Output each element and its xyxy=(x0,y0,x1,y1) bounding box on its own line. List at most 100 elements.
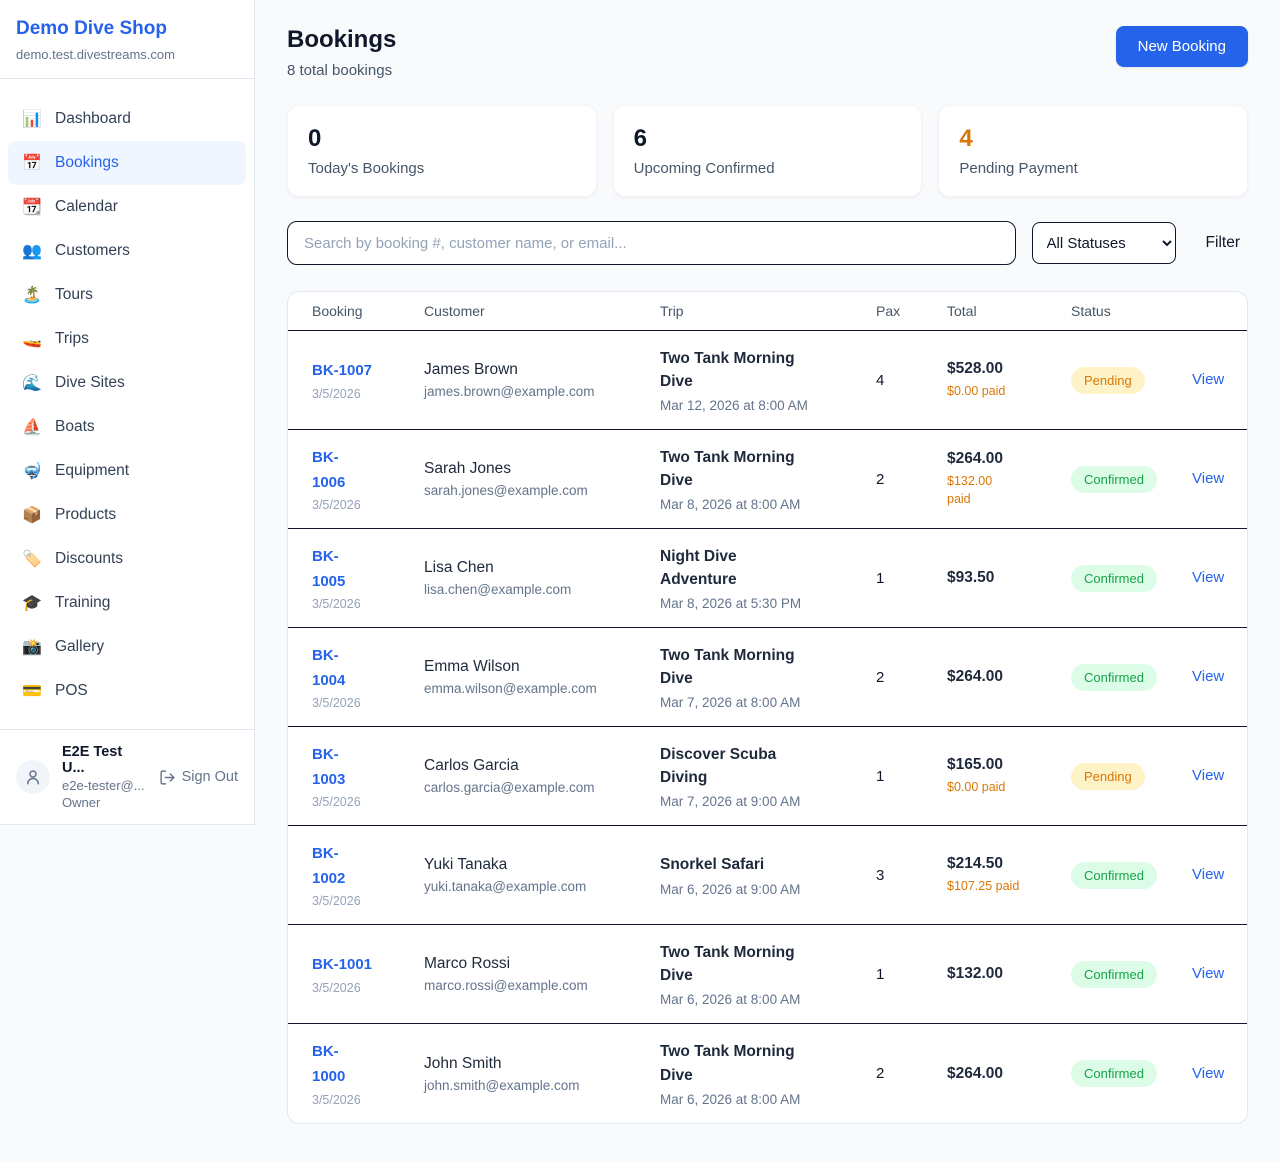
page-header: Bookings 8 total bookings New Booking xyxy=(287,26,1248,79)
trip-datetime: Mar 7, 2026 at 8:00 AM xyxy=(660,695,801,711)
column-header-status: Status xyxy=(1071,303,1111,319)
products-icon: 📦 xyxy=(22,507,42,524)
status-badge: Confirmed xyxy=(1071,960,1157,988)
booking-id-link[interactable]: BK-1005 xyxy=(312,547,346,590)
view-link[interactable]: View xyxy=(1192,1064,1225,1082)
sidebar-item-bookings[interactable]: 📅 Bookings xyxy=(8,141,246,185)
sidebar-item-label: Trips xyxy=(55,330,89,347)
sidebar-header: Demo Dive Shop demo.test.divestreams.com xyxy=(0,0,254,79)
booking-id-link[interactable]: BK-1001 xyxy=(312,956,373,974)
paid-amount: $0.00 paid xyxy=(947,779,1006,794)
customer-name: James Brown xyxy=(424,361,518,378)
table-row: BK-1003 3/5/2026 Carlos Garcia carlos.ga… xyxy=(288,727,1247,826)
sidebar-nav: 📊 Dashboard 📅 Bookings 📆 Calendar 👥 Cust… xyxy=(0,79,254,723)
booking-id-link[interactable]: BK-1000 xyxy=(312,1043,346,1085)
view-link[interactable]: View xyxy=(1192,470,1225,487)
filter-controls: All Statuses Filter xyxy=(287,221,1248,265)
sidebar-item-gallery[interactable]: 📸 Gallery xyxy=(8,625,246,669)
status-select[interactable]: All Statuses xyxy=(1031,222,1176,264)
sidebar-item-calendar[interactable]: 📆 Calendar xyxy=(8,185,246,229)
sidebar: Demo Dive Shop demo.test.divestreams.com… xyxy=(0,0,255,825)
trip-name: Discover Scuba Diving xyxy=(660,745,777,786)
search-input[interactable] xyxy=(287,221,1016,265)
customer-email: carlos.garcia@example.com xyxy=(424,780,595,795)
paid-amount: $0.00 paid xyxy=(947,383,1006,398)
trip-name: Two Tank Morning Dive xyxy=(660,349,795,390)
column-header-pax: Pax xyxy=(876,303,901,319)
discounts-icon: 🏷️ xyxy=(22,551,42,568)
sidebar-item-label: Bookings xyxy=(55,154,119,171)
table-row: BK-1001 3/5/2026 Marco Rossi marco.rossi… xyxy=(288,925,1247,1024)
booking-id-link[interactable]: BK-1004 xyxy=(312,646,346,689)
page-title: Bookings xyxy=(287,26,397,53)
stat-value: 0 xyxy=(308,125,322,152)
sign-out-label: Sign Out xyxy=(181,769,238,785)
trip-datetime: Mar 8, 2026 at 8:00 AM xyxy=(660,497,801,513)
main-content: Bookings 8 total bookings New Booking 0 … xyxy=(255,0,1280,1150)
view-link[interactable]: View xyxy=(1192,569,1225,586)
gallery-icon: 📸 xyxy=(22,639,42,656)
sidebar-item-label: POS xyxy=(55,682,88,699)
stat-card: 6 Upcoming Confirmed xyxy=(612,105,923,197)
view-link[interactable]: View xyxy=(1192,866,1225,883)
dive-sites-icon: 🌊 xyxy=(22,375,42,392)
view-link[interactable]: View xyxy=(1192,965,1225,982)
paid-amount: $107.25 paid xyxy=(947,878,1020,893)
calendar-icon: 📆 xyxy=(22,199,42,216)
trip-name: Two Tank Morning Dive xyxy=(660,646,795,687)
sidebar-item-pos[interactable]: 💳 POS xyxy=(8,669,246,713)
total-amount: $214.50 xyxy=(947,854,1004,872)
user-section: E2E Test U... e2e-tester@... Owner Sign … xyxy=(0,729,254,824)
sign-out-button[interactable]: Sign Out xyxy=(159,769,238,786)
sidebar-item-trips[interactable]: 🚤 Trips xyxy=(8,317,246,361)
sidebar-item-label: Discounts xyxy=(55,550,124,567)
pax-count: 3 xyxy=(876,866,885,884)
booking-id-link[interactable]: BK-1002 xyxy=(312,844,346,887)
stats-row: 0 Today's Bookings 6 Upcoming Confirmed … xyxy=(287,105,1249,197)
total-amount: $165.00 xyxy=(947,755,1004,773)
pax-count: 1 xyxy=(876,569,885,587)
app-title: Demo Dive Shop xyxy=(16,18,167,39)
trips-icon: 🚤 xyxy=(22,331,42,348)
table-header: Booking Customer Trip Pax Total Status xyxy=(288,292,1247,331)
new-booking-button[interactable]: New Booking xyxy=(1115,26,1248,67)
table-body: BK-1007 3/5/2026 James Brown james.brown… xyxy=(288,331,1247,1123)
customer-name: Emma Wilson xyxy=(424,658,520,675)
view-link[interactable]: View xyxy=(1192,371,1225,388)
sidebar-item-equipment[interactable]: 🤿 Equipment xyxy=(8,449,246,493)
filter-button[interactable]: Filter xyxy=(1198,228,1248,258)
booking-id-link[interactable]: BK-1007 xyxy=(312,362,373,380)
sidebar-item-discounts[interactable]: 🏷️ Discounts xyxy=(8,537,246,581)
status-badge: Confirmed xyxy=(1071,1060,1157,1087)
view-link[interactable]: View xyxy=(1192,668,1225,685)
trip-name: Two Tank Morning Dive xyxy=(660,943,795,984)
sidebar-item-products[interactable]: 📦 Products xyxy=(8,493,246,537)
booking-id-link[interactable]: BK-1003 xyxy=(312,745,346,788)
table-row: BK-1002 3/5/2026 Yuki Tanaka yuki.tanaka… xyxy=(288,826,1247,925)
sidebar-item-dashboard[interactable]: 📊 Dashboard xyxy=(8,97,246,141)
sidebar-item-label: Boats xyxy=(55,418,95,435)
sidebar-item-customers[interactable]: 👥 Customers xyxy=(8,229,246,273)
customer-name: Carlos Garcia xyxy=(424,757,519,774)
booking-id-link[interactable]: BK-1006 xyxy=(312,448,346,491)
booking-date: 3/5/2026 xyxy=(312,795,361,810)
booking-date: 3/5/2026 xyxy=(312,386,361,401)
status-badge: Confirmed xyxy=(1071,564,1157,592)
equipment-icon: 🤿 xyxy=(22,463,42,480)
paid-amount: $132.00 paid xyxy=(947,473,993,506)
status-badge: Confirmed xyxy=(1071,861,1157,889)
sidebar-item-tours[interactable]: 🏝️ Tours xyxy=(8,273,246,317)
sidebar-item-training[interactable]: 🎓 Training xyxy=(8,581,246,625)
sidebar-item-label: Training xyxy=(55,594,111,611)
customer-email: john.smith@example.com xyxy=(424,1077,580,1093)
customer-email: lisa.chen@example.com xyxy=(424,582,572,597)
total-amount: $264.00 xyxy=(947,449,1004,467)
sidebar-item-dive-sites[interactable]: 🌊 Dive Sites xyxy=(8,361,246,405)
status-badge: Confirmed xyxy=(1071,663,1157,691)
stat-card: 4 Pending Payment xyxy=(938,105,1249,197)
sidebar-item-boats[interactable]: ⛵ Boats xyxy=(8,405,246,449)
total-amount: $93.50 xyxy=(947,569,995,586)
booking-date: 3/5/2026 xyxy=(312,894,361,909)
sidebar-item-label: Dive Sites xyxy=(55,374,125,391)
view-link[interactable]: View xyxy=(1192,767,1225,784)
